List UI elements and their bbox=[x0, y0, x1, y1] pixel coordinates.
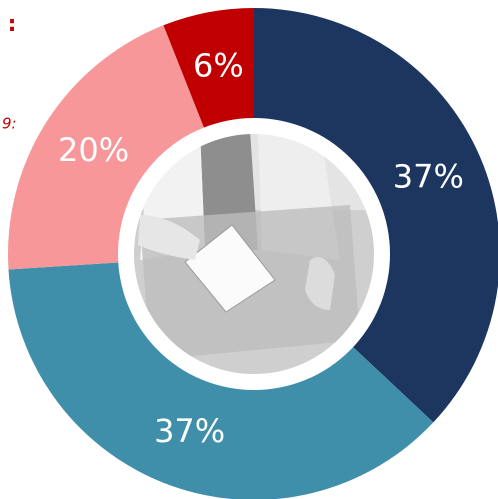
center-photo bbox=[133, 133, 375, 375]
data-label: 37% bbox=[154, 412, 225, 450]
data-label: 6% bbox=[193, 46, 244, 84]
photo-hand-right bbox=[305, 257, 335, 310]
data-label: 37% bbox=[393, 158, 464, 196]
photo-ballot bbox=[184, 224, 276, 313]
annotation: 9: bbox=[2, 115, 17, 133]
data-label: 20% bbox=[58, 131, 129, 169]
photo-border bbox=[132, 132, 376, 376]
photo-hand bbox=[138, 215, 200, 260]
annotation: : bbox=[8, 12, 17, 37]
